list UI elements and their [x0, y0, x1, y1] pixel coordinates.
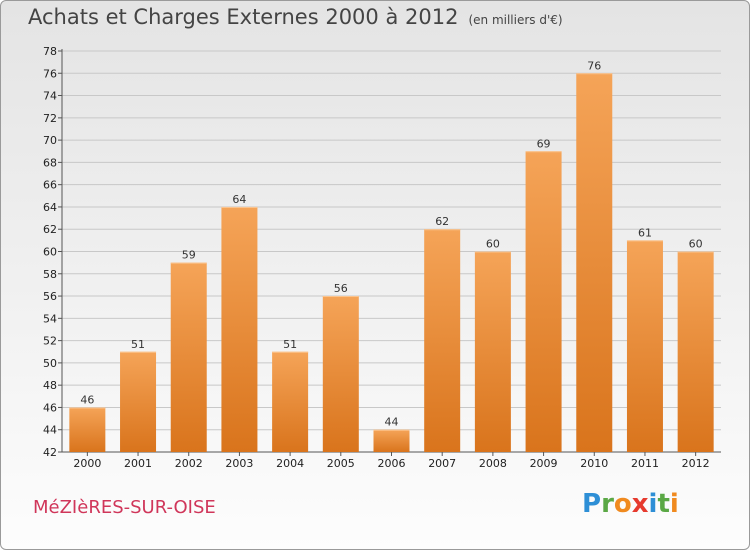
data-label: 60	[486, 238, 500, 251]
bar	[373, 429, 410, 452]
location-name: MéZIèRES-SUR-OISE	[33, 497, 216, 518]
data-label: 51	[131, 338, 145, 351]
axes	[61, 49, 721, 453]
bar	[424, 229, 461, 452]
x-tick-label: 2011	[631, 457, 659, 470]
y-tick-label: 52	[43, 335, 57, 348]
data-label: 51	[283, 338, 297, 351]
chart-title: Achats et Charges Externes 2000 à 2012 (e…	[28, 5, 563, 29]
logo-letter: i	[669, 489, 679, 519]
y-tick-label: 76	[43, 67, 57, 80]
bar	[576, 73, 613, 453]
logo-letter: i	[648, 489, 658, 519]
bar	[677, 251, 714, 452]
bar	[474, 251, 511, 452]
x-tick-label: 2001	[124, 457, 152, 470]
bar	[170, 262, 207, 452]
y-tick-label: 78	[43, 45, 57, 58]
y-tick-label: 64	[43, 201, 57, 214]
data-label: 64	[232, 193, 246, 206]
y-tick-label: 74	[43, 90, 57, 103]
x-tick-label: 2004	[276, 457, 304, 470]
bar	[272, 351, 309, 452]
logo-letter: r	[601, 489, 614, 519]
y-tick-label: 58	[43, 268, 57, 281]
data-label: 44	[385, 416, 399, 429]
y-tick-label: 48	[43, 379, 57, 392]
logo-letter: o	[613, 489, 632, 519]
y-tick-label: 72	[43, 112, 57, 125]
data-label: 76	[587, 59, 601, 72]
y-tick-label: 68	[43, 156, 57, 169]
logo-letter: x	[631, 489, 649, 519]
bars	[69, 73, 714, 453]
x-tick-label: 2006	[378, 457, 406, 470]
logo-letter: P	[582, 489, 602, 519]
x-tick-label: 2000	[73, 457, 101, 470]
x-tick-label: 2009	[530, 457, 558, 470]
x-tick-label: 2002	[175, 457, 203, 470]
bar	[120, 351, 157, 452]
y-tick-label: 54	[43, 312, 57, 325]
bar	[69, 407, 106, 452]
x-tick-labels: 2000 2001 2002 2003 2004 2005 2006 2007 2008 2009…	[73, 452, 710, 470]
grid-lines	[58, 50, 721, 453]
x-tick-label: 2010	[580, 457, 608, 470]
y-tick-label: 66	[43, 179, 57, 192]
y-tick-label: 50	[43, 357, 57, 370]
bar	[322, 296, 359, 452]
x-tick-label: 2005	[327, 457, 355, 470]
proxiti-logo: Proxiti	[582, 489, 679, 519]
bar	[221, 206, 258, 452]
x-tick-label: 2008	[479, 457, 507, 470]
y-tick-label: 70	[43, 134, 57, 147]
y-tick-label: 46	[43, 401, 57, 414]
y-tick-label: 42	[43, 446, 57, 459]
bar	[525, 151, 562, 452]
data-label: 46	[80, 393, 94, 406]
data-labels: 46 51 59 64 51 56 44 62 60 69 76 61 60	[80, 59, 702, 428]
data-label: 60	[689, 238, 703, 251]
x-tick-label: 2012	[682, 457, 710, 470]
y-tick-label: 56	[43, 290, 57, 303]
y-tick-label: 62	[43, 223, 57, 236]
y-tick-label: 60	[43, 246, 57, 259]
x-tick-label: 2003	[225, 457, 253, 470]
y-tick-labels: 42 44 46 48 50 52 54 56 58 60 62 64 66 68 70 72 74 76 78	[43, 45, 57, 459]
chart-title-text: Achats et Charges Externes 2000 à 2012	[28, 5, 459, 29]
y-tick-label: 44	[43, 424, 57, 437]
x-tick-label: 2007	[428, 457, 456, 470]
data-label: 69	[537, 137, 551, 150]
data-label: 56	[334, 282, 348, 295]
logo-letter: t	[657, 489, 670, 519]
data-label: 61	[638, 226, 652, 239]
data-label: 59	[182, 249, 196, 262]
data-label: 62	[435, 215, 449, 228]
bar	[626, 240, 663, 452]
chart-subtitle: (en milliers d'€)	[468, 13, 563, 27]
